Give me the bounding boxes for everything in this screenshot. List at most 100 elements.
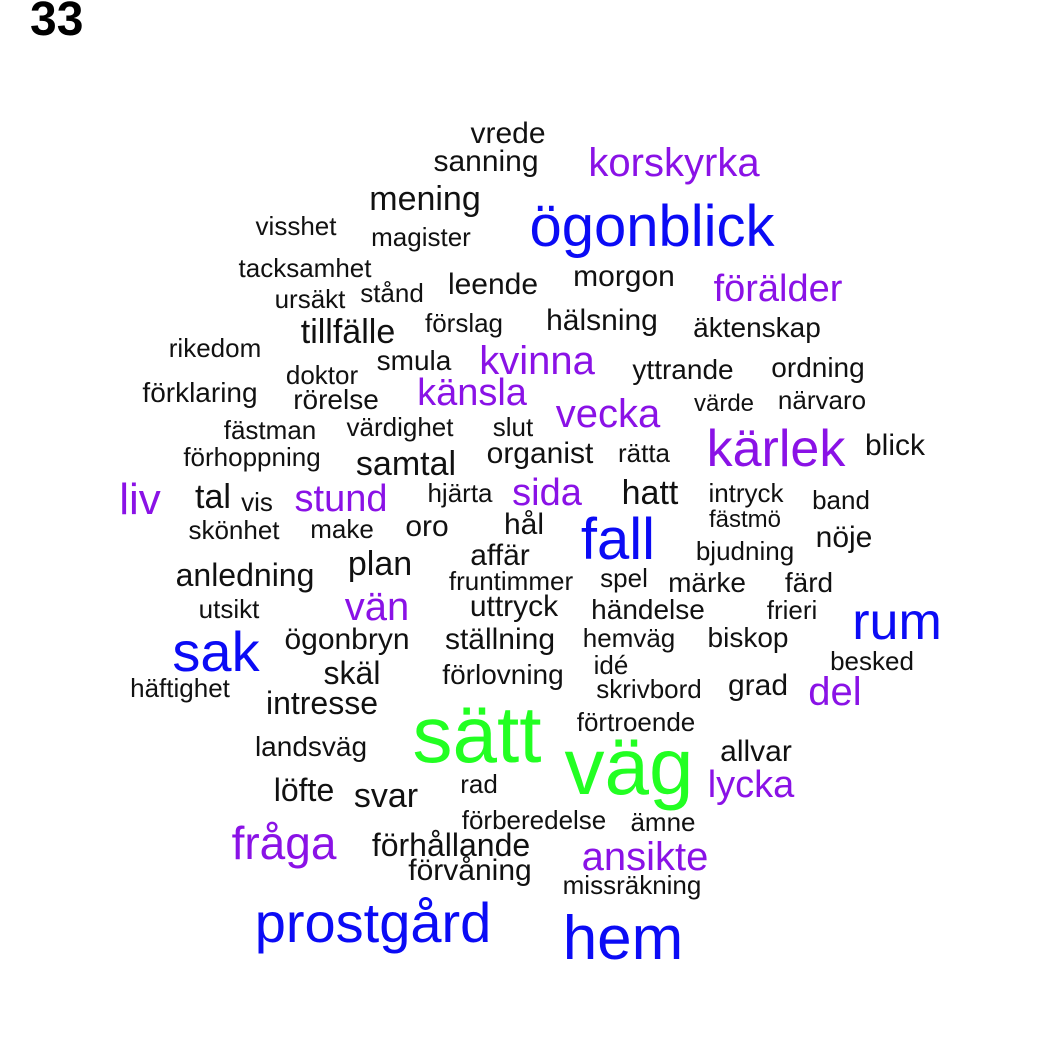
word-visshet: visshet (255, 211, 337, 241)
word-noje: nöje (815, 521, 873, 554)
word-intresse: intresse (265, 685, 379, 721)
word-skrivbord: skrivbord (596, 674, 702, 704)
word-fastmo: fästmö (708, 506, 782, 533)
word-tacksamhet: tacksamhet (238, 253, 372, 283)
word-karlek: kärlek (706, 420, 846, 478)
word-hatt: hatt (621, 474, 679, 512)
word-mening: mening (369, 180, 481, 218)
word-forlovning: förlovning (442, 659, 564, 690)
word-svar: svar (353, 777, 419, 815)
word-fruntimmer: fruntimmer (448, 566, 574, 596)
word-marke: märke (668, 567, 746, 598)
word-korskyrka: korskyrka (588, 141, 760, 185)
word-vardighet: värdighet (346, 412, 454, 442)
word-hem: hem (562, 904, 684, 973)
word-vecka: vecka (555, 392, 661, 436)
word-aktenskap: äktenskap (693, 312, 821, 343)
word-band: band (812, 485, 870, 515)
word-ide: idé (593, 650, 629, 680)
word-blick: blick (864, 429, 926, 462)
word-uttryck: uttryck (469, 590, 559, 623)
word-prostgard: prostgård (254, 891, 492, 954)
word-bjudning: bjudning (695, 536, 795, 566)
word-forslag: förslag (424, 308, 504, 338)
word-forberedelse: förberedelse (461, 805, 607, 835)
word-plan: plan (347, 545, 413, 583)
word-skal: skäl (323, 655, 381, 691)
word-haftighet: häftighet (130, 673, 230, 703)
word-vis: vis (241, 487, 273, 517)
word-fraga: fråga (231, 817, 337, 869)
page-number: 33 (30, 0, 84, 46)
word-del: del (808, 670, 862, 714)
word-foralder: förälder (713, 268, 843, 310)
word-spel: spel (600, 563, 648, 593)
word-grad: grad (727, 669, 789, 702)
word-fall: fall (580, 507, 656, 572)
word-forhallande: förhållande (371, 827, 531, 863)
word-ogonblick: ögonblick (529, 194, 775, 259)
word-ratta: rätta (617, 438, 671, 468)
word-halsning: hälsning (546, 304, 658, 337)
word-forklaring: förklaring (142, 377, 258, 408)
word-forhoppning: förhoppning (183, 442, 321, 472)
word-make: make (310, 514, 374, 544)
word-stund: stund (294, 478, 388, 520)
word-intryck: intryck (708, 478, 784, 508)
word-oro: oro (405, 510, 449, 543)
word-fortroende: förtroende (576, 707, 696, 737)
word-amne: ämne (630, 807, 696, 837)
word-smula: smula (376, 345, 452, 376)
word-hjarta: hjärta (427, 478, 493, 508)
word-yttrande: yttrande (632, 354, 734, 385)
word-ursakt: ursäkt (274, 284, 346, 314)
word-lofte: löfte (273, 772, 335, 808)
word-narvaro: närvaro (777, 385, 867, 415)
word-ansikte: ansikte (581, 835, 709, 879)
word-fard: färd (784, 567, 834, 598)
word-rum: rum (852, 593, 942, 651)
word-tal: tal (195, 478, 231, 516)
word-tillfalle: tillfälle (300, 313, 396, 351)
word-besked: besked (830, 646, 914, 676)
word-ordning: ordning (771, 352, 865, 383)
word-biskop: biskop (707, 622, 789, 653)
word-skonhet: skönhet (188, 515, 280, 545)
word-sak: sak (172, 620, 260, 683)
word-kansla: känsla (417, 372, 527, 414)
word-sanning: sanning (433, 145, 539, 178)
word-stand: stånd (360, 278, 424, 308)
word-lycka: lycka (707, 764, 795, 806)
word-magister: magister (371, 222, 471, 252)
word-fastman: fästman (223, 415, 317, 445)
word-missrakning: missräkning (562, 870, 702, 900)
word-hemvag: hemväg (582, 623, 676, 653)
word-varde: värde (693, 390, 755, 417)
word-liv: liv (119, 475, 161, 524)
word-vrede: vrede (470, 117, 546, 150)
word-rorelse: rörelse (293, 384, 379, 415)
word-forvaning: förvåning (408, 854, 532, 887)
word-vag: väg (564, 722, 694, 811)
word-handelse: händelse (591, 594, 705, 625)
word-stallning: ställning (444, 623, 556, 656)
word-hal: hål (503, 508, 545, 541)
word-organist: organist (486, 437, 594, 470)
word-van: vän (344, 585, 410, 629)
word-doktor: doktor (285, 360, 359, 390)
word-ogonbryn: ögonbryn (284, 623, 410, 656)
word-anledning: anledning (175, 557, 315, 593)
word-landsvag: landsväg (254, 731, 368, 762)
word-rikedom: rikedom (168, 333, 262, 363)
word-kvinna: kvinna (479, 339, 595, 383)
word-affar: affär (470, 539, 530, 572)
word-allvar: allvar (720, 735, 792, 768)
word-rad: rad (460, 769, 498, 799)
word-morgon: morgon (573, 260, 675, 293)
word-frieri: frieri (766, 595, 818, 625)
word-slut: slut (492, 412, 534, 442)
word-satt: sätt (412, 690, 542, 779)
word-utsikt: utsikt (198, 594, 260, 624)
word-samtal: samtal (355, 445, 457, 483)
